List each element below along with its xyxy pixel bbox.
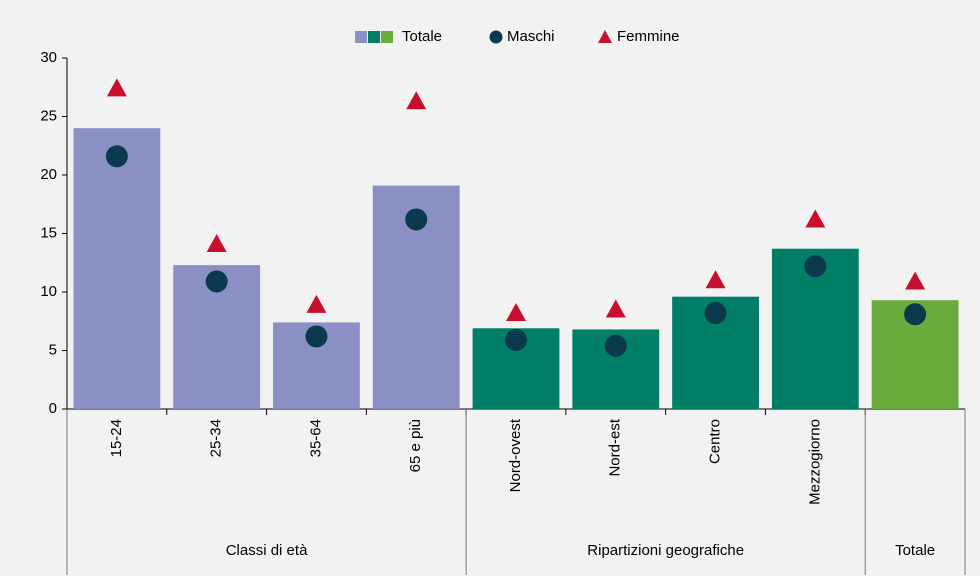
marker-maschi	[105, 145, 128, 168]
x-tick-label: Nord-est	[607, 418, 624, 476]
marker-femmine	[605, 299, 626, 318]
bar	[73, 128, 161, 409]
y-tick-label: 15	[40, 224, 57, 241]
marker-femmine	[805, 209, 826, 228]
marker-maschi	[505, 328, 527, 351]
marker-femmine	[705, 270, 726, 289]
y-tick-label: 10	[40, 283, 57, 300]
group-label: Ripartizioni geografiche	[587, 542, 744, 559]
legend-swatch	[489, 30, 503, 44]
y-tick-label: 25	[40, 107, 57, 124]
x-tick-label: Mezzogiorno	[806, 419, 823, 505]
marker-maschi	[405, 208, 428, 231]
x-tick-label: Centro	[707, 419, 724, 464]
legend-swatch	[355, 31, 367, 43]
marker-femmine	[406, 91, 427, 110]
legend-label: Femmine	[617, 28, 680, 45]
y-tick-label: 20	[40, 166, 57, 183]
legend-label: Maschi	[507, 28, 555, 45]
marker-femmine	[106, 78, 127, 97]
x-tick-label: 35-64	[307, 419, 324, 457]
marker-femmine	[506, 303, 526, 322]
x-tick-label: 25-34	[208, 419, 225, 457]
x-tick-label: Nord-ovest	[507, 418, 524, 492]
legend-swatch	[598, 30, 612, 43]
marker-maschi	[904, 303, 927, 326]
x-tick-label: 15-24	[108, 419, 125, 457]
x-tick-label: 65 e più	[407, 419, 424, 472]
marker-maschi	[604, 334, 627, 357]
marker-maschi	[205, 270, 228, 293]
marker-femmine	[905, 271, 926, 290]
marker-maschi	[804, 255, 827, 278]
marker-maschi	[704, 302, 727, 325]
legend-swatch	[368, 31, 380, 43]
marker-femmine	[306, 294, 327, 313]
marker-maschi	[305, 325, 328, 348]
group-label: Classi di età	[226, 542, 308, 559]
y-tick-label: 5	[49, 341, 57, 358]
marker-femmine	[206, 234, 227, 253]
legend-label: Totale	[402, 28, 442, 45]
y-tick-label: 0	[49, 400, 57, 417]
legend-swatch	[381, 31, 393, 43]
group-label: Totale	[895, 542, 935, 559]
y-tick-label: 30	[40, 49, 57, 66]
